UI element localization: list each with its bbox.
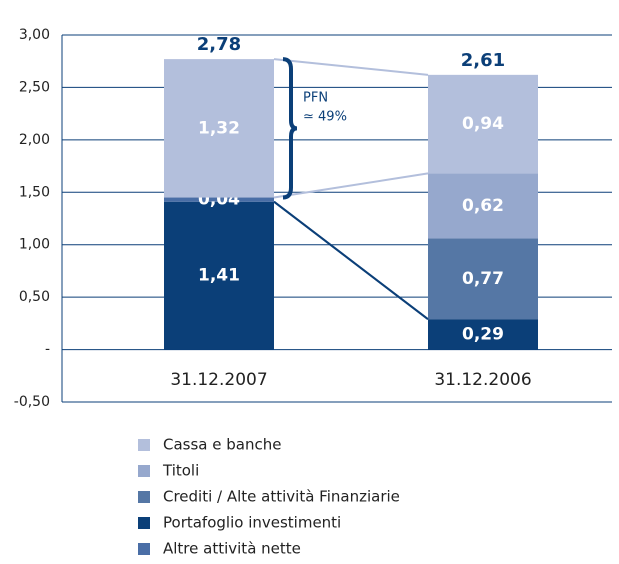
connector (273, 200, 429, 320)
legend-label: Portafoglio investimenti (163, 514, 341, 532)
y-tick-label: 3,00 (19, 27, 50, 43)
x-tick-label: 31.12.2006 (434, 370, 531, 390)
legend-label: Titoli (162, 462, 199, 480)
legend-swatch (138, 465, 150, 477)
y-tick-label: 0,50 (19, 289, 50, 305)
value-label: 0,62 (462, 196, 504, 216)
total-label: 2,78 (197, 34, 241, 55)
bar-segment (428, 319, 538, 350)
y-tick-label: -0,50 (14, 394, 50, 410)
annotation: ≃ 49% (303, 110, 347, 125)
value-label: 1,32 (198, 118, 240, 138)
legend-swatch (138, 491, 150, 503)
value-label: 0,77 (462, 269, 504, 289)
legend-label: Crediti / Alte attività Finanziarie (163, 488, 400, 506)
annotation: PFN (303, 91, 328, 106)
connector (273, 58, 429, 76)
legend-swatch (138, 439, 150, 451)
y-tick-label: 1,50 (19, 184, 50, 200)
bar-segment (428, 173, 538, 239)
y-tick-label: - (45, 342, 50, 358)
bar-segment (428, 74, 538, 174)
value-label: 0,29 (462, 324, 504, 344)
y-tick-label: 2,00 (19, 132, 50, 148)
bar-segment (164, 197, 274, 202)
legend-label: Cassa e banche (163, 436, 281, 454)
brace (282, 57, 298, 200)
connector (273, 172, 429, 199)
x-tick-label: 31.12.2007 (170, 370, 267, 390)
legend-label: Altre attività nette (163, 540, 301, 558)
legend-swatch (138, 543, 150, 555)
bar-segment (164, 201, 274, 350)
total-label: 2,61 (461, 50, 505, 71)
bar-segment (428, 238, 538, 320)
y-tick-label: 2,50 (19, 79, 50, 95)
value-label: 0,94 (462, 114, 504, 134)
y-tick-label: 1,00 (19, 237, 50, 253)
value-label: 1,41 (198, 266, 240, 286)
legend-swatch (138, 517, 150, 529)
bar-segment (164, 59, 274, 198)
